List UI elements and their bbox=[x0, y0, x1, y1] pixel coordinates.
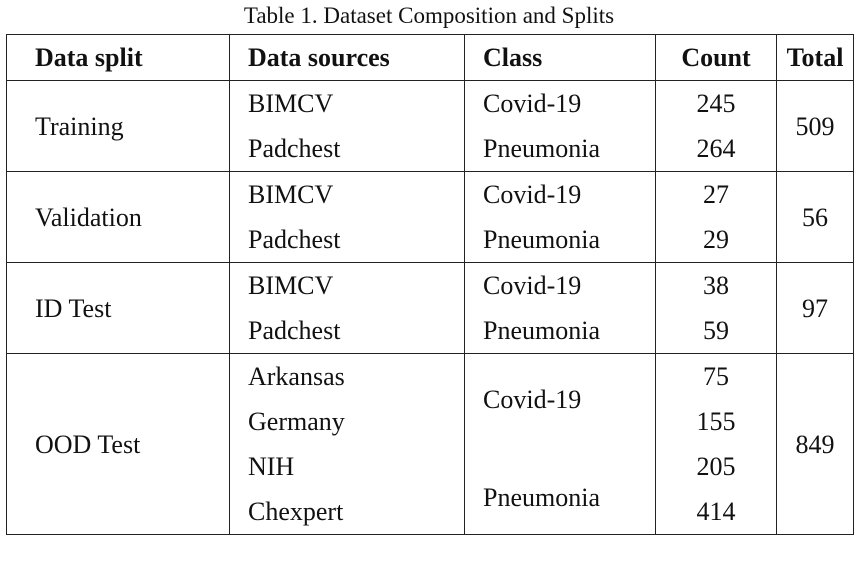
count-cell: 205 bbox=[655, 444, 777, 489]
total-cell: 56 bbox=[776, 171, 854, 263]
count-cell: 245 bbox=[655, 80, 777, 126]
source-cell: BIMCV bbox=[229, 262, 465, 308]
table-row: Chexpert 414 bbox=[6, 489, 854, 535]
dataset-table: Data split Data sources Class Count Tota… bbox=[6, 34, 854, 535]
count-cell: 75 bbox=[655, 353, 777, 399]
table-row: Training BIMCV Covid-19 245 509 bbox=[6, 80, 854, 172]
source-cell: Padchest bbox=[229, 126, 465, 172]
source-cell: Chexpert bbox=[229, 489, 465, 535]
header-row: Data split Data sources Class Count Tota… bbox=[6, 34, 854, 81]
count-cell: 27 bbox=[655, 171, 777, 217]
class-cell: Covid-19 bbox=[464, 262, 656, 308]
header-class: Class bbox=[464, 34, 656, 81]
total-cell: 97 bbox=[776, 262, 854, 354]
table-caption: Table 1. Dataset Composition and Splits bbox=[243, 3, 615, 28]
source-cell: NIH bbox=[229, 444, 465, 489]
class-cell: Pneumonia bbox=[464, 126, 656, 172]
table-row: OOD Test Arkansas Covid-19 75 849 bbox=[6, 353, 854, 535]
split-cell: Training bbox=[6, 80, 230, 172]
count-cell: 264 bbox=[655, 126, 777, 172]
source-cell: Germany bbox=[229, 399, 465, 444]
source-cell: BIMCV bbox=[229, 171, 465, 217]
table-row: Padchest Pneumonia 59 bbox=[7, 308, 854, 354]
table-row: ID Test BIMCV Covid-19 38 97 bbox=[6, 262, 854, 354]
table-row: Validation BIMCV Covid-19 27 56 bbox=[6, 171, 854, 263]
header-count: Count bbox=[655, 34, 777, 81]
table-row: Padchest Pneumonia 29 bbox=[7, 217, 854, 263]
split-cell: Validation bbox=[6, 171, 230, 263]
count-cell: 414 bbox=[655, 489, 777, 535]
source-cell: BIMCV bbox=[229, 80, 465, 126]
table-row: NIH Pneumonia 205 bbox=[7, 444, 854, 535]
class-cell: Pneumonia bbox=[464, 217, 656, 263]
count-cell: 29 bbox=[655, 217, 777, 263]
source-cell: Padchest bbox=[229, 217, 465, 263]
source-cell: Arkansas bbox=[229, 353, 465, 399]
class-cell: Covid-19 bbox=[464, 353, 656, 444]
header-data-split: Data split bbox=[6, 34, 230, 81]
header-data-sources: Data sources bbox=[229, 34, 465, 81]
total-cell: 849 bbox=[776, 353, 854, 535]
split-cell: OOD Test bbox=[6, 353, 230, 535]
class-cell: Pneumonia bbox=[464, 444, 656, 535]
split-cell: ID Test bbox=[6, 262, 230, 354]
count-cell: 59 bbox=[655, 308, 777, 354]
source-cell: Padchest bbox=[229, 308, 465, 354]
total-cell: 509 bbox=[776, 80, 854, 172]
table-row: Padchest Pneumonia 264 bbox=[7, 126, 854, 172]
table-row: Germany 155 bbox=[7, 399, 854, 444]
header-total: Total bbox=[776, 34, 854, 81]
class-cell: Covid-19 bbox=[464, 171, 656, 217]
count-cell: 38 bbox=[655, 262, 777, 308]
count-cell: 155 bbox=[655, 399, 777, 444]
class-cell: Pneumonia bbox=[464, 308, 656, 354]
class-cell: Covid-19 bbox=[464, 80, 656, 126]
